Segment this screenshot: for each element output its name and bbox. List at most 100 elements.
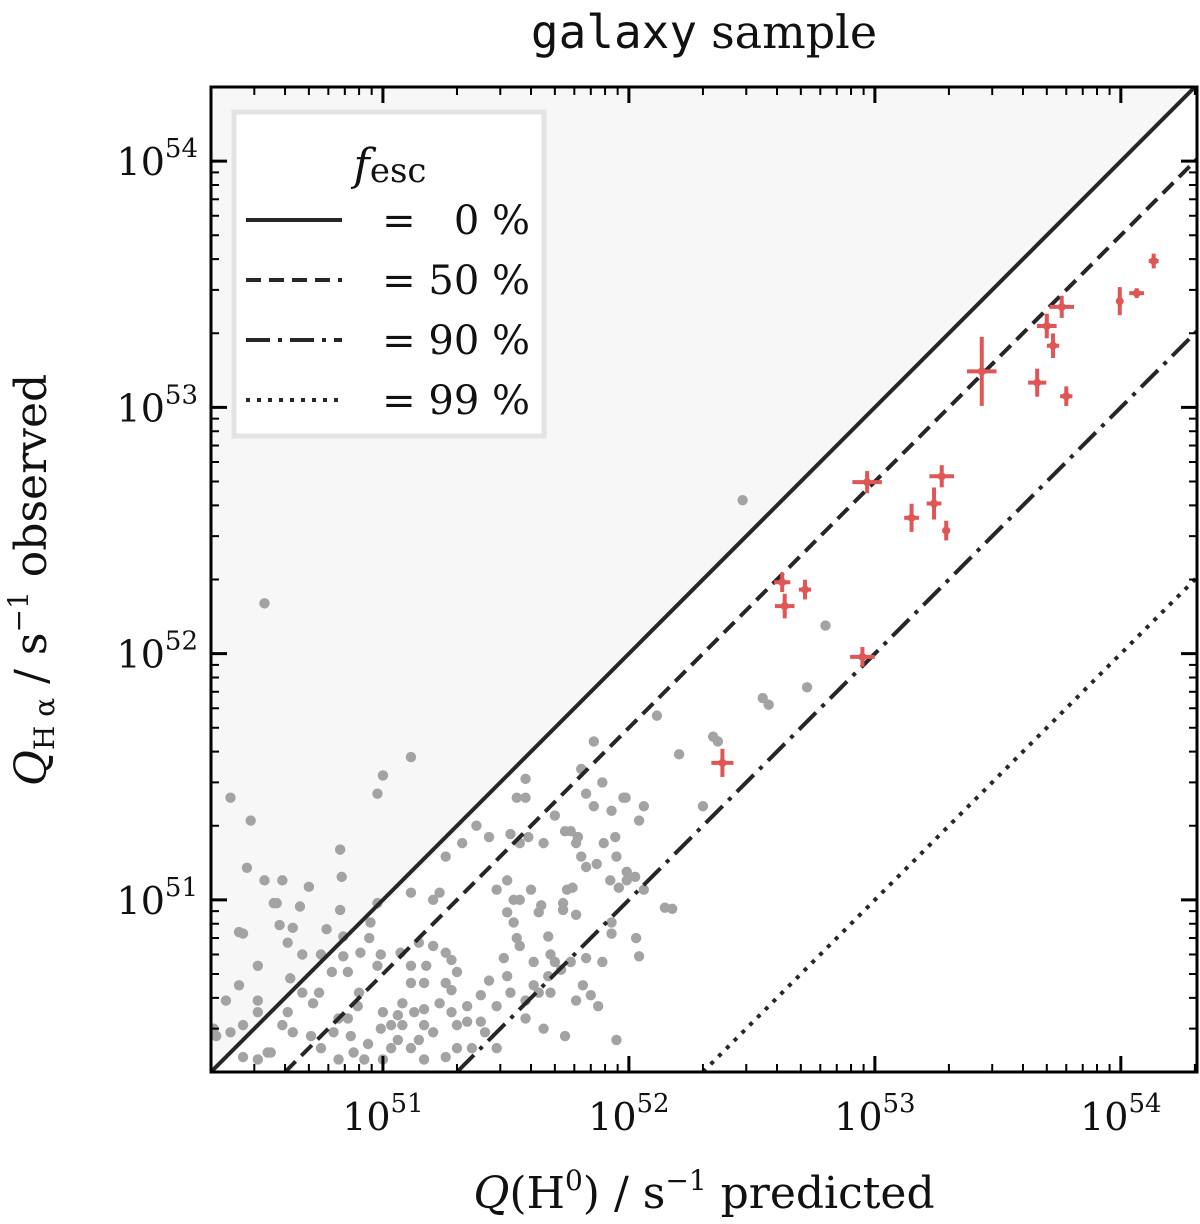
background-point (591, 858, 602, 870)
background-point (501, 875, 513, 886)
background-point (605, 875, 616, 886)
highlight-marker (1115, 297, 1124, 306)
background-point (712, 736, 724, 747)
tick-label-exp: 53 (165, 380, 198, 410)
background-point (252, 995, 264, 1006)
background-point (451, 1019, 463, 1031)
background-point (565, 956, 576, 968)
highlight-marker (1132, 289, 1141, 298)
y-tick-label: 1054 (117, 134, 198, 184)
highlight-marker (801, 585, 810, 594)
background-point (385, 1042, 397, 1054)
highlight-marker (718, 758, 727, 767)
background-point (372, 960, 383, 971)
background-point (233, 980, 245, 991)
tick-label-exp: 54 (1128, 1089, 1161, 1119)
y-label-suffix: observed (6, 374, 57, 591)
highlight-marker (1057, 302, 1066, 311)
background-point (338, 951, 349, 962)
highlight-marker (863, 478, 872, 487)
background-point (446, 1006, 457, 1018)
background-point (610, 831, 621, 843)
background-point (274, 919, 285, 931)
background-point (580, 861, 592, 873)
background-point (525, 884, 537, 895)
background-point (570, 909, 582, 920)
background-point (297, 949, 308, 960)
background-point (597, 956, 608, 968)
highlight-point (1060, 386, 1073, 407)
background-point (651, 710, 663, 721)
legend-label: = 0 % (382, 198, 530, 244)
tick-label-base: 10 (117, 386, 165, 430)
background-point (673, 749, 685, 760)
x-tick-label: 1051 (342, 1089, 423, 1139)
background-point (375, 949, 386, 960)
background-point (237, 1051, 249, 1063)
background-point (328, 1027, 339, 1038)
background-point (514, 940, 525, 952)
background-point (408, 1006, 420, 1018)
tick-label-base: 10 (834, 1095, 882, 1139)
highlight-point (904, 503, 919, 532)
background-point (211, 1030, 222, 1042)
background-point (501, 970, 513, 982)
highlight-marker (930, 499, 939, 508)
background-point (297, 987, 308, 998)
background-point (287, 1027, 298, 1038)
background-point (392, 1034, 404, 1046)
background-point (559, 1030, 571, 1042)
legend-entries: = 0 % = 50 % = 90 % = 99 % (246, 198, 530, 424)
background-point (303, 881, 315, 893)
background-point (538, 1023, 549, 1034)
background-point (434, 887, 445, 898)
legend-entry: = 0 % (246, 198, 530, 244)
background-point (262, 1047, 273, 1058)
background-point (483, 831, 495, 843)
highlight-point (711, 748, 734, 777)
tick-label-base: 10 (117, 879, 165, 923)
background-point (520, 792, 531, 803)
background-point (333, 1054, 344, 1065)
background-point (567, 882, 578, 893)
background-point (282, 937, 293, 948)
background-point (570, 995, 582, 1006)
background-point (461, 1016, 473, 1027)
background-point (359, 1054, 370, 1065)
background-point (621, 875, 632, 886)
background-point (355, 947, 366, 958)
background-point (456, 837, 468, 849)
x-label-unit: / s (600, 1168, 665, 1219)
background-point (418, 1003, 430, 1015)
highlight-point (926, 487, 942, 520)
tick-label-base: 10 (117, 633, 165, 677)
background-point (271, 897, 282, 909)
highlight-marker (1062, 392, 1071, 401)
background-point (377, 770, 389, 781)
background-point (508, 894, 519, 906)
background-point (451, 966, 463, 978)
background-point (466, 1042, 478, 1054)
y-label-q: Q (6, 750, 57, 786)
background-point (440, 977, 451, 989)
background-point (763, 699, 774, 710)
background-point (491, 884, 502, 895)
background-point (461, 1001, 473, 1012)
background-point (348, 1047, 359, 1058)
background-point (475, 1016, 487, 1027)
highlight-point (929, 465, 955, 488)
background-point (757, 692, 768, 704)
background-point (491, 1042, 502, 1054)
background-point (220, 995, 232, 1006)
background-point (277, 875, 288, 886)
background-point (479, 1027, 491, 1038)
background-point (365, 917, 376, 928)
background-point (543, 931, 554, 942)
background-point (305, 1030, 317, 1042)
highlight-point (942, 520, 951, 541)
tick-label-exp: 52 (165, 627, 198, 657)
background-point (342, 966, 354, 978)
highlight-point (1129, 288, 1145, 299)
background-point (321, 924, 332, 935)
